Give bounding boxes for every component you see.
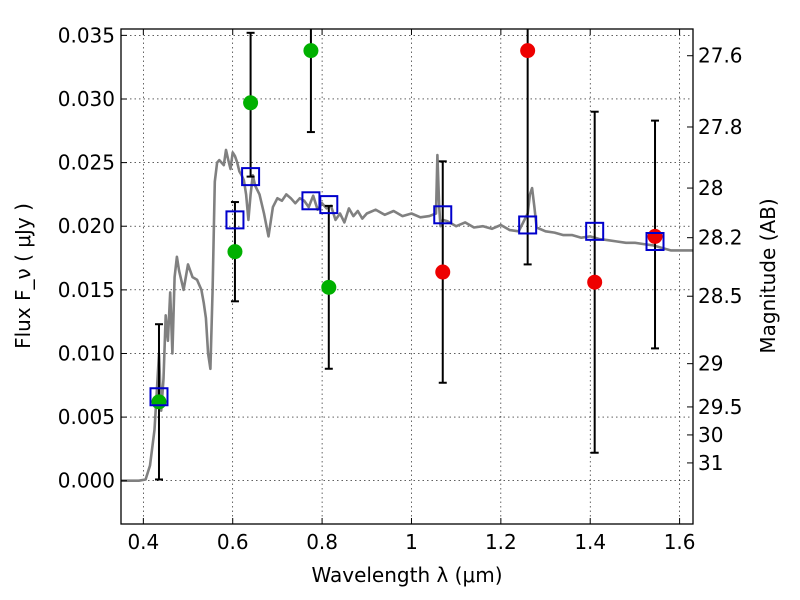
y2-tick-label: 28.2 xyxy=(698,226,743,250)
red-point xyxy=(647,228,663,244)
y-tick-label: 0.020 xyxy=(58,214,115,238)
x-tick-label: 0.8 xyxy=(306,530,338,554)
y-tick-label: 0.035 xyxy=(58,23,115,47)
y2-tick-label: 28 xyxy=(698,176,723,200)
y-tick-label: 0.015 xyxy=(58,278,115,302)
x-tick-label: 0.6 xyxy=(217,530,249,554)
blue-square-marker xyxy=(433,205,453,225)
y2-tick-label: 28.5 xyxy=(698,284,743,308)
y-axis-title: Flux F_ν ( μJy ) xyxy=(11,203,35,349)
x-tick-label: 1 xyxy=(405,530,418,554)
model-sed-layer xyxy=(121,148,693,483)
blue-square-marker xyxy=(241,167,261,187)
y-tick-label: 0.030 xyxy=(58,87,115,111)
x-tick-label: 1.4 xyxy=(574,530,606,554)
blue-square-marker xyxy=(585,221,605,241)
green-point xyxy=(303,43,319,59)
green-point xyxy=(227,244,243,260)
green-point xyxy=(151,394,167,410)
red-point xyxy=(435,264,451,280)
green-point xyxy=(321,279,337,295)
y2-tick-label: 29.5 xyxy=(698,395,743,419)
marker-layer xyxy=(149,43,665,410)
blue-square-marker xyxy=(319,195,339,215)
y2-tick-label: 29 xyxy=(698,352,723,376)
grid xyxy=(121,29,693,524)
model-sed-line xyxy=(121,148,693,483)
x-tick-label: 0.4 xyxy=(127,530,159,554)
y2-tick-label: 27.8 xyxy=(698,115,743,139)
green-point xyxy=(243,95,259,111)
y-tick-label: 0.000 xyxy=(58,469,115,493)
y2-tick-label: 30 xyxy=(698,423,723,447)
y2-axis-title: Magnitude (AB) xyxy=(756,198,780,353)
y2-tick-label: 27.6 xyxy=(698,44,743,68)
x-tick-label: 1.2 xyxy=(485,530,517,554)
y-tick-label: 0.005 xyxy=(58,405,115,429)
blue-square-marker xyxy=(225,210,245,230)
x-axis-title: Wavelength λ (μm) xyxy=(311,563,502,587)
y-tick-label: 0.025 xyxy=(58,151,115,175)
y2-tick-label: 31 xyxy=(698,451,723,475)
red-point xyxy=(587,274,603,290)
blue-square-marker xyxy=(645,232,665,252)
ticks xyxy=(121,29,693,524)
blue-square-marker xyxy=(149,387,169,407)
tick-labels: 0.4 0.6 0.8 1 1.2 1.4 1.6 0.000 0.005 0.010 0.015 0… xyxy=(58,23,743,554)
red-point xyxy=(520,43,536,59)
plot-frame xyxy=(120,28,694,525)
blue-square-marker xyxy=(518,215,538,235)
x-tick-label: 1.6 xyxy=(664,530,696,554)
y-tick-label: 0.010 xyxy=(58,341,115,365)
